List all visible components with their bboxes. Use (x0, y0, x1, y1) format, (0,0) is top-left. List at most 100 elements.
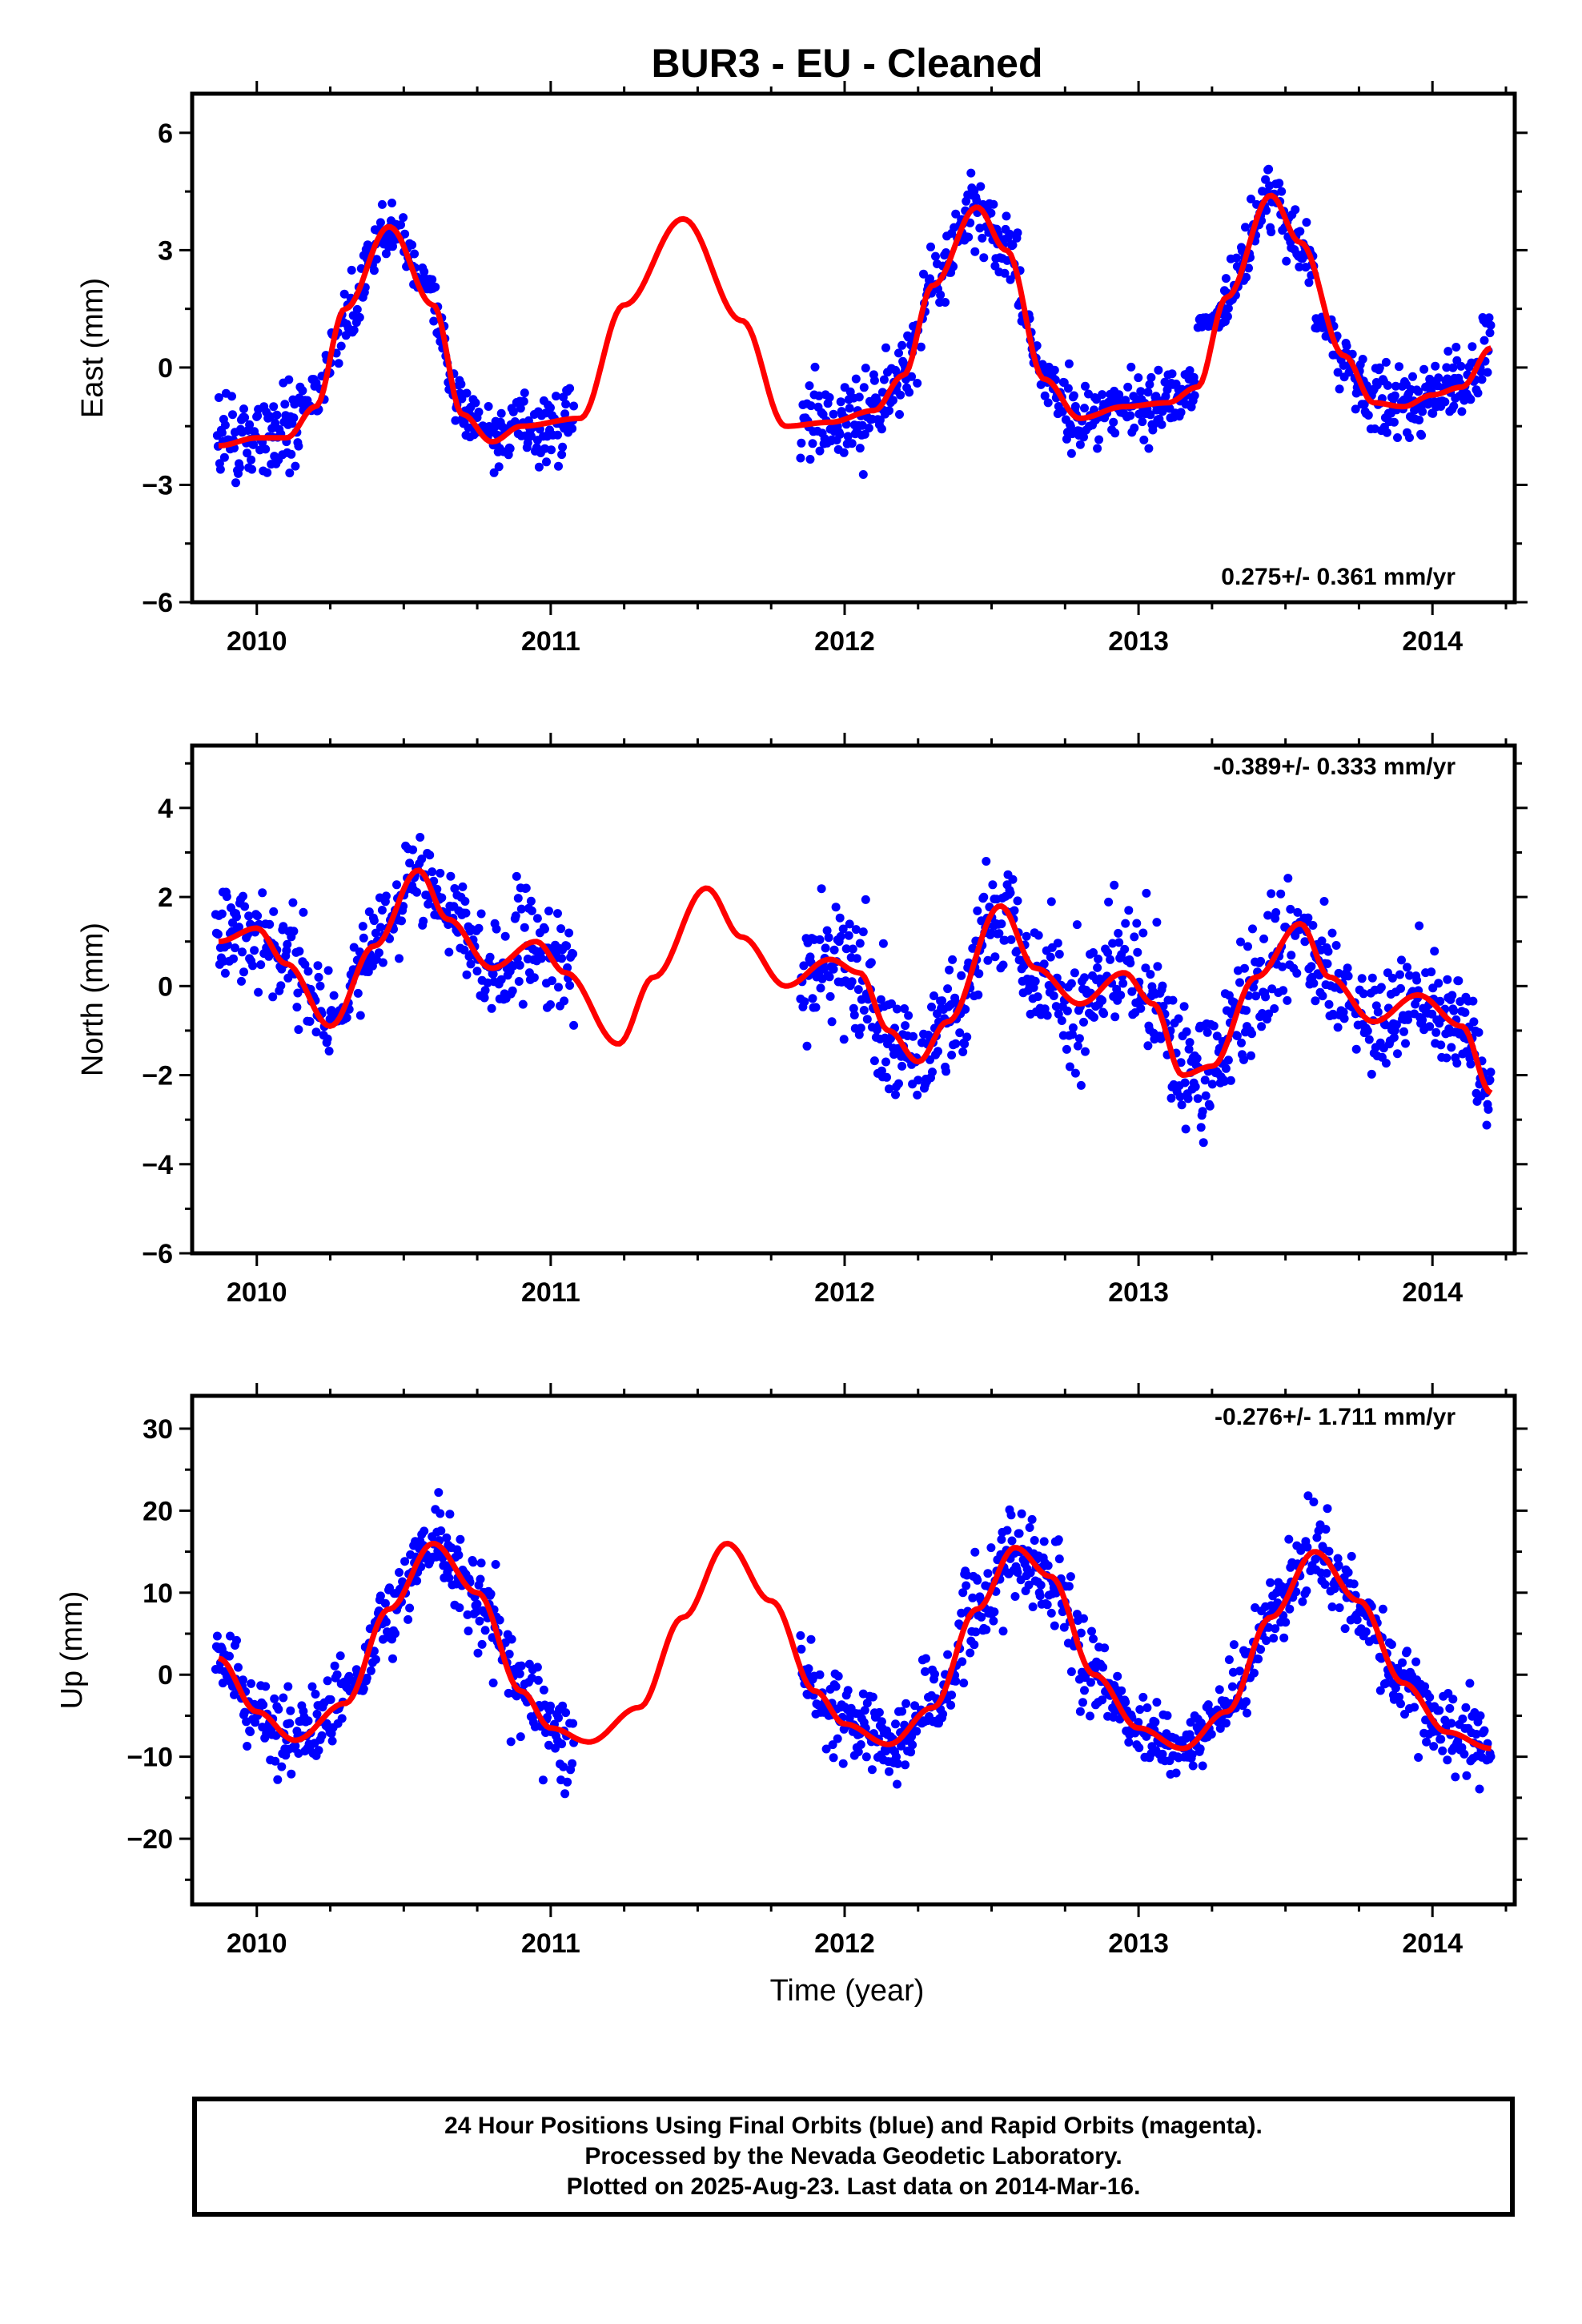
up-point (1347, 1551, 1356, 1561)
north-point (329, 991, 339, 1000)
north-point (1196, 1123, 1206, 1132)
up-point (1066, 1572, 1075, 1582)
north-point (276, 981, 286, 991)
east-point (1264, 164, 1274, 174)
up-point (1254, 1655, 1263, 1664)
east-y-tick-label: 0 (158, 353, 173, 384)
up-point (1443, 1689, 1453, 1698)
east-point (569, 401, 579, 411)
east-y-tick-label: −3 (142, 470, 173, 501)
up-point (977, 1612, 986, 1622)
north-point (1042, 1011, 1052, 1020)
north-point (1040, 1004, 1050, 1014)
north-point (288, 898, 298, 907)
up-point (1443, 1755, 1452, 1765)
up-point (796, 1630, 805, 1640)
north-point (909, 1031, 918, 1041)
north-point (1156, 1034, 1166, 1043)
north-point (1236, 937, 1245, 947)
east-point (1390, 391, 1399, 400)
east-point (1094, 435, 1104, 444)
north-point (1103, 948, 1113, 957)
up-point (1098, 1695, 1107, 1705)
north-point (472, 967, 482, 976)
north-point (945, 965, 954, 975)
panel-north: 2010 2011 2012 2013 2014 4 2 0 −2 −4 −6 North (mm) -… (76, 733, 1528, 1308)
up-point (1027, 1514, 1037, 1524)
up-point (982, 1625, 991, 1634)
east-point (352, 304, 362, 314)
east-point (1143, 388, 1153, 397)
up-point (1100, 1643, 1110, 1653)
north-point (831, 903, 841, 912)
east-point (966, 168, 976, 178)
up-point (1271, 1624, 1280, 1634)
up-point (1188, 1761, 1198, 1771)
up-point (906, 1747, 916, 1757)
east-point (1275, 179, 1284, 188)
up-point (323, 1676, 332, 1686)
east-point (240, 412, 250, 422)
up-point (558, 1701, 568, 1711)
up-point (1284, 1534, 1294, 1544)
north-point (1271, 908, 1281, 917)
north-point (960, 1039, 970, 1049)
north-point (1237, 1038, 1246, 1047)
up-point (1460, 1749, 1469, 1759)
east-point (1359, 400, 1369, 409)
east-point (936, 290, 946, 300)
east-point (843, 432, 853, 441)
up-point (480, 1626, 490, 1635)
north-point (265, 919, 275, 929)
east-point (280, 400, 290, 409)
north-point (392, 880, 401, 890)
up-point (1242, 1697, 1251, 1707)
up-x-tick-label: 2014 (1402, 1928, 1463, 1959)
north-point (1207, 1080, 1217, 1089)
east-point (298, 386, 307, 396)
east-point (381, 249, 391, 259)
east-point (1431, 361, 1440, 371)
north-point (1247, 1029, 1256, 1039)
up-point (831, 1682, 841, 1691)
up-point (1322, 1569, 1331, 1578)
up-point (560, 1789, 570, 1799)
north-point (1175, 1092, 1185, 1101)
up-point (405, 1603, 415, 1613)
east-point (1389, 417, 1399, 427)
north-point (487, 1003, 496, 1013)
north-point (825, 972, 834, 982)
east-point (881, 343, 890, 352)
east-point (371, 255, 381, 264)
up-point (261, 1682, 271, 1691)
north-point (979, 892, 989, 902)
north-point (1403, 963, 1411, 972)
north-x-tick-label: 2012 (814, 1277, 875, 1308)
north-point (1223, 1055, 1233, 1065)
north-point (1184, 1044, 1194, 1054)
east-point (291, 461, 300, 471)
east-point (349, 325, 359, 335)
north-point (1104, 897, 1114, 907)
east-point (239, 404, 248, 414)
north-point (824, 933, 833, 943)
up-point (1447, 1719, 1456, 1728)
east-point (916, 342, 926, 352)
up-point (463, 1610, 472, 1619)
east-point (1242, 272, 1251, 282)
east-point (508, 407, 518, 416)
north-point (232, 912, 241, 922)
north-y-tick-label: 0 (158, 971, 173, 1002)
north-point (1079, 1017, 1088, 1027)
north-point (1401, 1039, 1410, 1048)
north-point (1389, 1033, 1399, 1042)
up-point (897, 1707, 907, 1716)
north-point (853, 985, 863, 995)
north-point (293, 988, 303, 998)
north-point (1062, 1044, 1071, 1054)
north-point (1324, 999, 1334, 1009)
east-point (1123, 382, 1133, 392)
east-point (272, 410, 282, 420)
east-point (1452, 343, 1461, 352)
